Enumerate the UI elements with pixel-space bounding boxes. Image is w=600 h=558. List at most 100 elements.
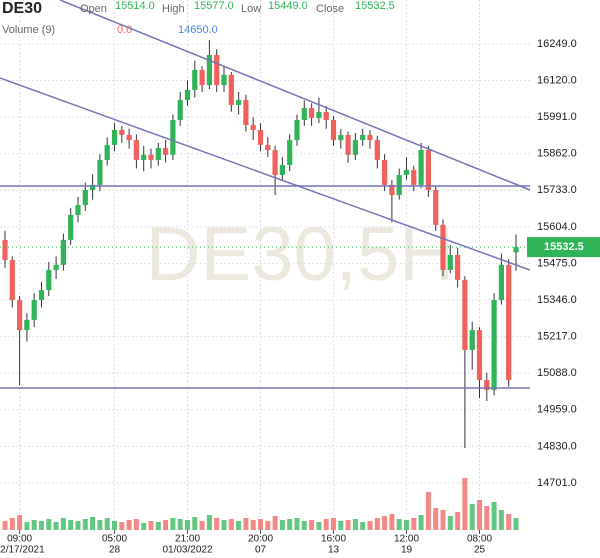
volume-bar: [374, 518, 380, 530]
y-tick-label: 15862.0: [537, 148, 577, 160]
y-tick-label: 16120.0: [537, 74, 577, 86]
candle-body: [433, 189, 439, 225]
candle-body: [111, 129, 118, 145]
volume-bar: [345, 520, 351, 530]
y-tick-label: 14959.0: [537, 404, 577, 416]
candle-body: [367, 134, 373, 141]
candle-body: [513, 247, 519, 253]
volume-bar: [228, 519, 234, 530]
volume-bar: [148, 521, 154, 530]
last-price-label: 15532.5: [544, 241, 584, 253]
candle-body: [491, 300, 497, 390]
volume-bar: [163, 520, 169, 530]
candle-body: [53, 264, 59, 270]
x-tick-label: 19: [401, 545, 413, 556]
low-label: Low: [241, 3, 261, 15]
candle-body: [360, 134, 366, 141]
watermark: DE30,5H: [146, 212, 454, 297]
y-tick-label: 15475.0: [537, 257, 577, 269]
volume-bar: [477, 500, 482, 530]
volume-bar: [53, 522, 59, 530]
symbol: DE30: [2, 0, 42, 17]
candle-body: [90, 184, 96, 190]
x-tick-label: 21:00: [175, 534, 200, 545]
candle-body: [506, 264, 512, 380]
candle-body: [498, 264, 504, 301]
candle-body: [119, 129, 125, 135]
candle-body: [221, 74, 227, 86]
volume-bar: [75, 521, 81, 530]
x-tick-label: 28: [109, 545, 121, 556]
y-tick-label: 15346.0: [537, 294, 577, 306]
volume-bar: [338, 521, 344, 530]
candle-body: [309, 108, 315, 118]
volume-bar: [316, 522, 322, 530]
high-label: High: [162, 3, 185, 15]
candle-body: [68, 214, 74, 240]
volume-bar: [2, 521, 8, 530]
x-tick-label: 20:00: [248, 534, 273, 545]
candle-body: [155, 148, 161, 160]
volume-bar: [155, 522, 161, 530]
candle-body: [265, 144, 271, 151]
volume-bar: [141, 523, 147, 530]
volume-bar: [323, 519, 329, 530]
candle-body: [294, 119, 300, 141]
candle-body: [403, 169, 410, 175]
candle-body: [60, 239, 66, 265]
volume-bar: [396, 519, 402, 530]
candle-body: [104, 144, 110, 160]
y-tick-label: 15733.0: [537, 184, 577, 196]
candle-body: [389, 184, 395, 196]
x-tick-label: 16:00: [321, 534, 346, 545]
candle-body: [184, 89, 191, 101]
candle-body: [257, 129, 264, 145]
candle-body: [214, 55, 220, 86]
open-value: 15514.0: [115, 0, 155, 12]
volume-bar: [389, 514, 395, 530]
plot: [0, 0, 530, 534]
volume-bar: [39, 521, 44, 530]
volume-bar: [279, 520, 285, 530]
volume-bar: [469, 504, 475, 530]
candle-body: [425, 150, 431, 190]
x-tick-label: 12:00: [394, 534, 419, 545]
y-tick-label: 15088.0: [537, 367, 577, 379]
y-tick-label: 14701.0: [537, 477, 577, 489]
volume-bar: [301, 521, 307, 530]
candle-body: [2, 239, 8, 261]
volume-bar: [243, 518, 249, 530]
volume-label: Volume (9): [2, 24, 55, 36]
candle-body: [396, 174, 402, 196]
volume-bar: [133, 519, 139, 530]
candle-body: [484, 379, 490, 390]
volume-bar: [506, 514, 512, 530]
volume-bar: [440, 510, 446, 530]
x-tick-label: 08:00: [467, 534, 492, 545]
candle-body: [382, 159, 388, 185]
volume-bar: [462, 478, 468, 530]
volume-bar: [360, 522, 366, 530]
candle-body: [24, 319, 30, 331]
volume-bar: [513, 518, 519, 530]
candle-body: [455, 254, 461, 280]
volume-bar: [447, 516, 453, 530]
candle-body: [97, 159, 103, 185]
volume-bar: [104, 518, 110, 530]
candle-body: [316, 112, 322, 118]
volume-bar: [250, 520, 256, 530]
y-tick-label: 15217.0: [537, 331, 577, 343]
x-tick-label: 01/03/2022: [162, 545, 212, 556]
x-tick-label: 07: [255, 545, 267, 556]
candle-body: [38, 290, 45, 301]
candle-body: [17, 300, 23, 331]
x-tick-label: 13: [328, 545, 340, 556]
candle-body: [279, 165, 285, 175]
volume-bar: [236, 521, 242, 530]
candle-body: [206, 55, 212, 86]
last-price-tag: [527, 237, 600, 258]
candle-body: [411, 169, 417, 185]
x-tick-label: 09:00: [7, 534, 32, 545]
volume-bar: [382, 516, 388, 530]
